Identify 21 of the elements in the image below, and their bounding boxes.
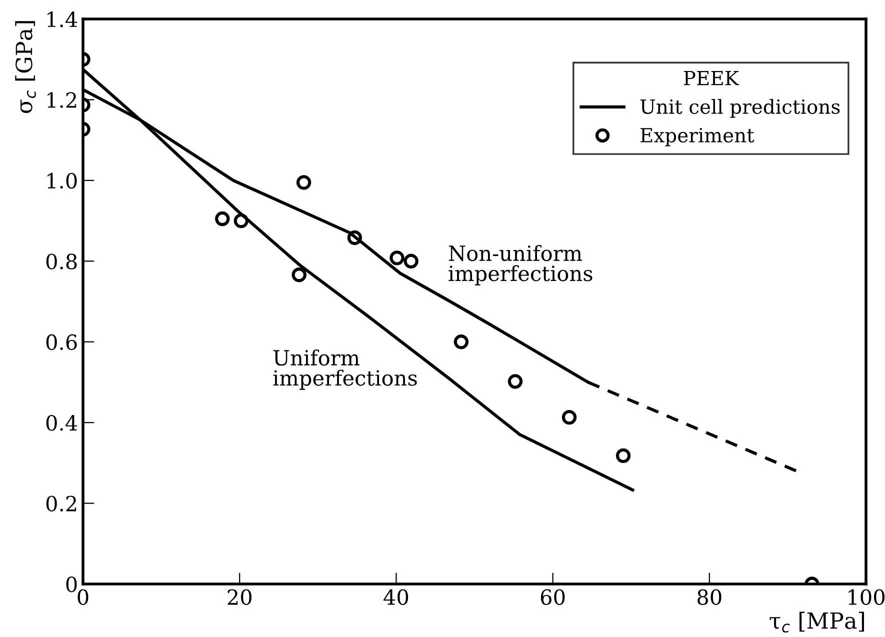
annotation: Uniform imperfections bbox=[273, 350, 417, 390]
legend-title: PEEK bbox=[684, 71, 740, 86]
y-tick-label: 0.2 bbox=[46, 496, 76, 512]
x-tick-label: 20 bbox=[228, 589, 252, 605]
x-tick-label: 40 bbox=[384, 589, 408, 605]
x-tick-label: 60 bbox=[540, 589, 565, 605]
y-axis-title: σ$_{c}$ [GPa] bbox=[15, 21, 36, 114]
x-axis-title: τ$_{c}$ [MPa] bbox=[770, 612, 864, 633]
x-tick-label: 100 bbox=[848, 589, 884, 605]
y-tick-label: 0.8 bbox=[46, 254, 77, 270]
legend-label: Experiment bbox=[640, 128, 754, 146]
y-tick-label: 0.4 bbox=[46, 415, 78, 431]
y-tick-label: 0 bbox=[66, 576, 77, 592]
legend-label: Unit cell predictions bbox=[640, 98, 840, 118]
annotation: Non-uniform imperfections bbox=[448, 245, 592, 286]
y-tick-label: 1.2 bbox=[48, 92, 76, 108]
x-tick-label: 80 bbox=[698, 589, 722, 605]
y-tick-label: 1.0 bbox=[48, 172, 77, 189]
y-tick-label: 0.6 bbox=[46, 334, 77, 350]
x-tick-label: 0 bbox=[78, 589, 88, 605]
y-tick-label: 1.4 bbox=[48, 11, 78, 28]
